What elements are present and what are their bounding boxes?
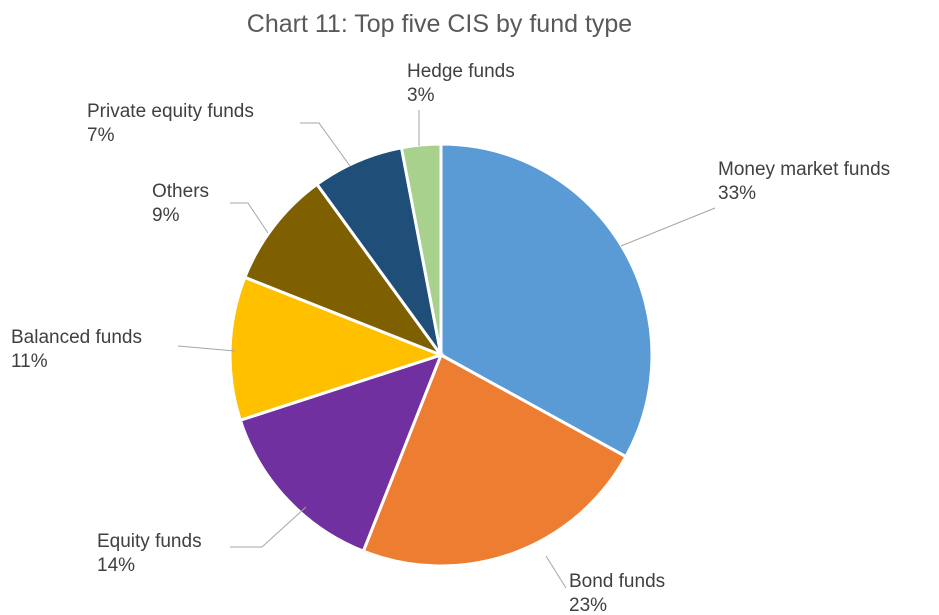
slice-value-money-market-funds: 33% [718,183,756,204]
leader-line-balanced-funds [177,345,236,352]
slice-value-private-equity-funds: 7% [87,125,115,146]
slice-label-others: Others [152,181,209,202]
pie-slice-hedge-funds [399,142,443,356]
chart-title: Chart 11: Top five CIS by fund type [246,10,633,38]
leader-line-equity-funds [230,506,307,548]
slice-value-others: 9% [152,205,180,226]
pie-slice-others [242,182,446,359]
slice-label-bond-funds: Bond funds [569,571,665,592]
slice-value-balanced-funds: 11% [11,351,48,372]
leader-line-private-equity-funds [300,122,351,167]
leader-line-money-market-funds [620,207,716,247]
slice-value-equity-funds: 14% [97,555,135,576]
slice-value-bond-funds: 23% [569,595,607,615]
pie-slice-balanced-funds [228,275,446,423]
slice-label-private-equity-funds: Private equity funds [87,101,254,122]
leader-line-others [230,202,269,234]
slice-label-hedge-funds: Hedge funds [407,61,515,82]
slice-value-hedge-funds: 3% [407,85,435,106]
pie-slice-bond-funds [361,352,628,568]
slice-label-balanced-funds: Balanced funds [11,327,142,348]
leader-line-bond-funds [545,555,567,589]
slice-label-equity-funds: Equity funds [97,531,202,552]
slice-label-money-market-funds: Money market funds [718,159,890,180]
pie-slice-money-market-funds [439,142,654,459]
